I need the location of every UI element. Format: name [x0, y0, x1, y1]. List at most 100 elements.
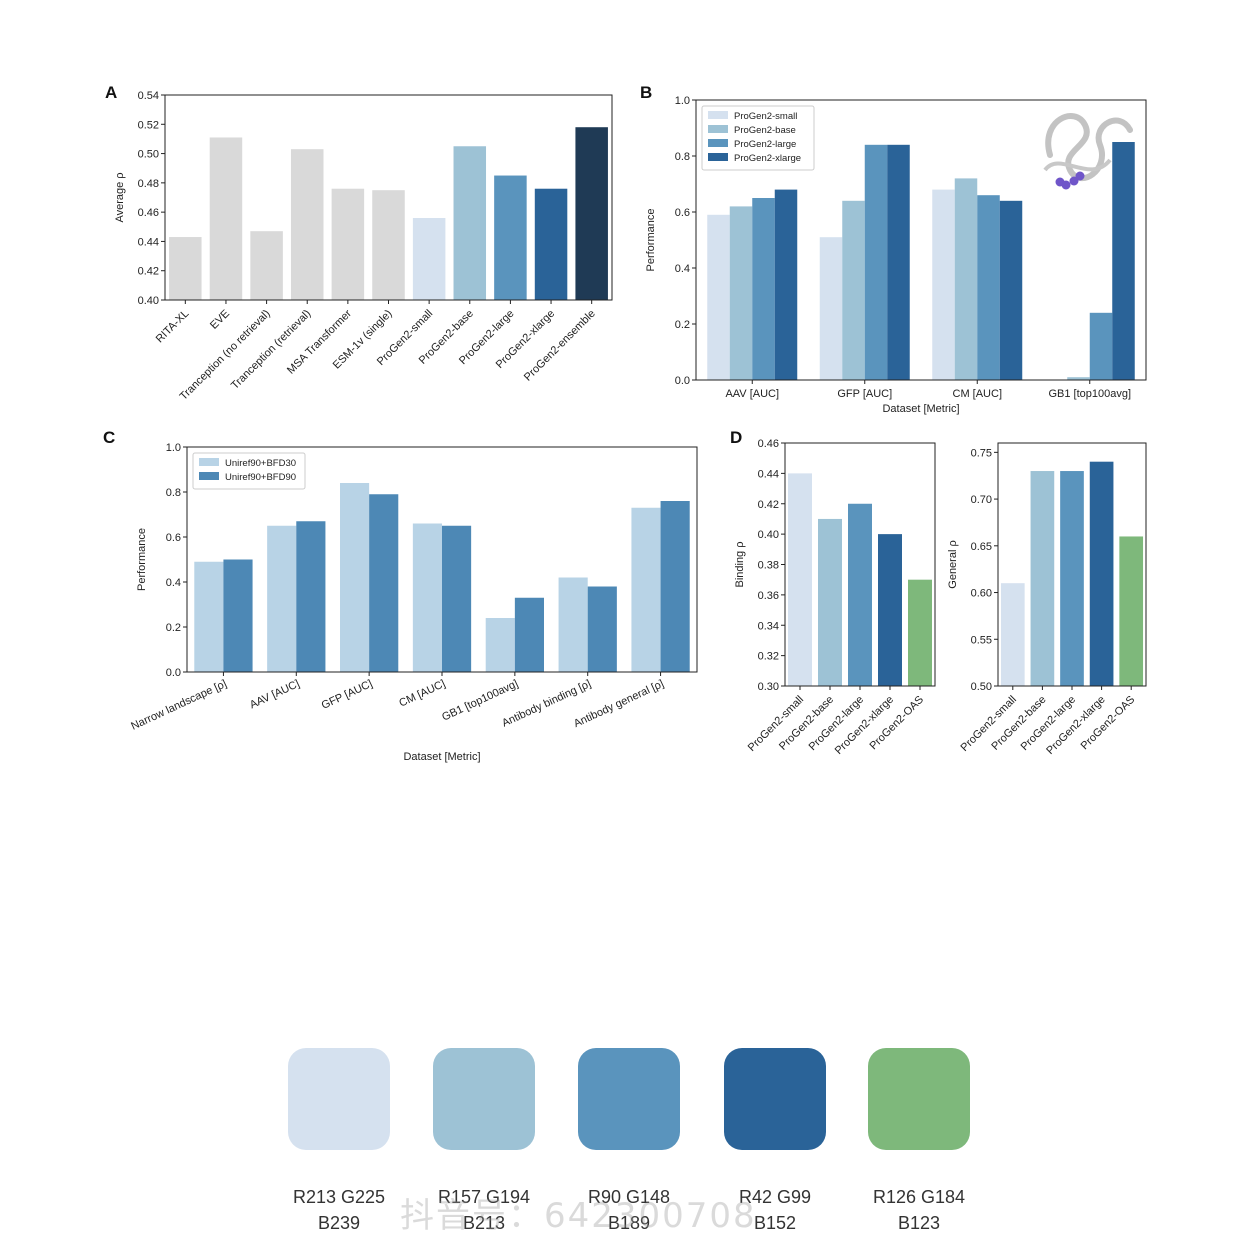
y-tick-label: 0.70 [971, 494, 992, 506]
color-label: R90 G148 B189 [559, 1184, 699, 1236]
palette-item: R42 G99 B152 [705, 1048, 845, 1236]
bar-uniref90-bfd30-antibody-general [631, 507, 661, 672]
legend-box [701, 105, 815, 171]
y-tick-label: 0.44 [758, 468, 779, 480]
y-tick-label: 0.48 [138, 178, 159, 190]
bar-esm-1v-single [372, 190, 405, 300]
x-tick-label: GB1 [top100avg] [1048, 388, 1131, 400]
color-swatch [724, 1048, 826, 1150]
y-tick-label: 0.46 [758, 438, 779, 450]
bar-msa-transformer [331, 188, 365, 300]
axes-frame [695, 99, 1147, 381]
bar-progen2-oas [1119, 536, 1144, 686]
bar-rita-xl [169, 237, 202, 300]
y-axis-label: Performance [645, 209, 657, 272]
bar-uniref90-bfd30-gfp-auc [340, 483, 370, 672]
palette-item: R90 G148 B189 [559, 1048, 699, 1236]
y-tick-label: 0.30 [758, 681, 779, 693]
color-label-b: B152 [753, 1213, 797, 1233]
y-tick-label: 0.65 [971, 541, 992, 553]
chart-panel-c: C 0.0 0.2 0.4 0.6 0.8 1.0 Narrow landscape [ρ] A… [103, 428, 698, 763]
color-label: R157 G194 B213 [414, 1184, 554, 1236]
palette-item: R126 G184 B123 [849, 1048, 989, 1236]
bar-progen2-oas [908, 579, 932, 686]
y-tick-label: 0.32 [758, 651, 779, 663]
bar-progen2-small [1000, 583, 1025, 686]
y-tick-label: 0.40 [138, 295, 159, 307]
color-label-b: B123 [897, 1213, 941, 1233]
x-axis-label: Dataset [Metric] [403, 751, 480, 763]
y-tick-label: 0.6 [166, 532, 181, 544]
x-tick-label: ProGen2-ensemble [522, 308, 598, 384]
bar-progen2-base-gb1-top100avg [1067, 377, 1090, 380]
color-label-rg: R157 G194 [437, 1187, 531, 1207]
bar-uniref90-bfd90-aav-auc [296, 521, 326, 672]
legend-label-uniref90-bfd90: Uniref90+BFD90 [225, 472, 296, 483]
panel-letter: C [103, 428, 115, 447]
y-tick-label: 0.8 [675, 151, 690, 163]
bar-uniref90-bfd30-aav-auc [267, 525, 297, 672]
bar-uniref90-bfd90-antibody-general [660, 501, 690, 672]
bar-progen2-large-cm-auc [977, 195, 1000, 380]
bar-progen2-large-gb1-top100avg [1089, 312, 1113, 380]
x-tick-label: GFP [AUC] [837, 388, 892, 400]
x-tick-label: AAV [AUC] [248, 678, 302, 712]
legend-swatch-progen2-small [708, 111, 728, 119]
bar-uniref90-bfd90-narrow-landscape [223, 559, 253, 672]
bar-progen2-xlarge [878, 534, 902, 686]
y-tick-label: 0.42 [138, 266, 159, 278]
color-label: R213 G225 B239 [269, 1184, 409, 1236]
bar-progen2-xlarge [534, 188, 568, 300]
color-swatch [578, 1048, 680, 1150]
watermark: 抖音号：642300708 [400, 1196, 757, 1236]
chart-panel-a: A 0.40 0.42 0.44 0.46 0.48 0.50 0.52 0.54 RITA-XL… [105, 83, 613, 403]
bar-progen2-large [1060, 471, 1084, 686]
color-label-rg: R90 G148 [587, 1187, 671, 1207]
x-tick-label: RITA-XL [154, 308, 192, 346]
y-tick-label: 0.44 [138, 236, 159, 248]
chart-panel-b: B 0.0 0.2 0.4 0.6 0.8 1.0 AAV [AUC] GFP [AUC] CM … [640, 83, 1147, 415]
chart-panel-d: D 0.30 0.32 0.34 0.36 0.38 0.40 0.42 0.44 0.46 Pro… [730, 428, 936, 757]
residue-dot [1075, 171, 1085, 181]
y-tick-label: 0.50 [971, 681, 992, 693]
color-label: R126 G184 B123 [849, 1184, 989, 1236]
bar-progen2-xlarge [1089, 461, 1114, 686]
residue-dot [1069, 176, 1079, 186]
x-tick-label: ProGen2-OAS [1079, 694, 1138, 753]
legend-swatch-progen2-xlarge [708, 153, 728, 161]
color-label-b: B239 [317, 1213, 361, 1233]
bar-progen2-small-aav-auc [707, 214, 730, 380]
y-tick-label: 0.40 [758, 529, 779, 541]
y-axis-label: Average ρ [114, 172, 126, 222]
bar-progen2-xlarge-cm-auc [999, 200, 1023, 380]
bar-uniref90-bfd30-gb1-top100avg [485, 618, 515, 672]
y-tick-label: 0.34 [758, 620, 779, 632]
y-axis-label: General ρ [947, 540, 959, 588]
panel-letter: A [105, 83, 117, 102]
y-tick-label: 0.6 [675, 207, 690, 219]
y-tick-label: 0.55 [971, 634, 992, 646]
bar-tranception-retrieval [290, 149, 324, 300]
bar-progen2-base-cm-auc [954, 178, 978, 380]
bar-uniref90-bfd90-cm-auc [442, 525, 472, 672]
y-tick-label: 0.54 [138, 90, 159, 102]
x-tick-label: Narrow landscape [ρ] [129, 678, 228, 733]
bar-progen2-small-cm-auc [932, 189, 955, 380]
legend: Uniref90+BFD30 Uniref90+BFD90 [192, 452, 306, 490]
x-tick-label: Tranception (retrieval) [229, 308, 313, 392]
color-label-b: B213 [462, 1213, 506, 1233]
y-tick-label: 0.0 [675, 375, 690, 387]
y-tick-label: 0.36 [758, 590, 779, 602]
y-tick-label: 0.2 [675, 319, 690, 331]
y-tick-label: 0.8 [166, 487, 181, 499]
bar-progen2-large [848, 503, 872, 686]
legend: ProGen2-small ProGen2-base ProGen2-large Pr… [701, 105, 815, 171]
legend-label-progen2-base: ProGen2-base [734, 125, 796, 136]
bar-uniref90-bfd90-antibody-binding [587, 586, 617, 672]
legend-label-progen2-small: ProGen2-small [734, 111, 797, 122]
ribbon [1045, 113, 1133, 182]
y-tick-label: 0.0 [166, 667, 181, 679]
y-tick-label: 0.42 [758, 499, 779, 511]
legend-box [192, 452, 306, 490]
legend-swatch-uniref90-bfd30 [199, 458, 219, 466]
